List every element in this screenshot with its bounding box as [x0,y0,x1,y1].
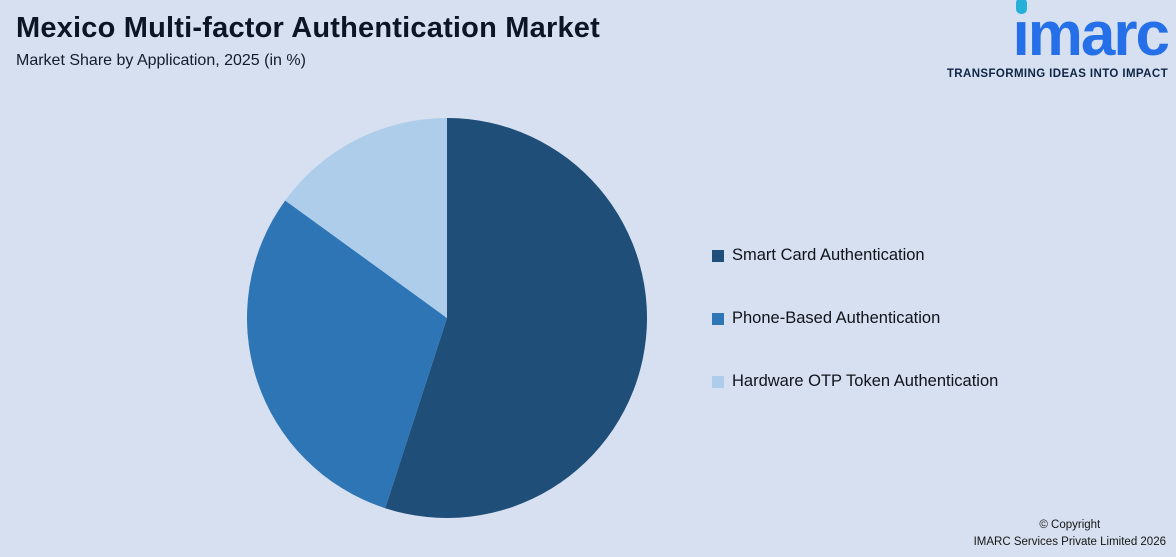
legend-label: Phone-Based Authentication [732,309,941,327]
legend-item: Phone-Based Authentication [712,309,998,328]
copyright-line2: IMARC Services Private Limited 2026 [973,535,1166,548]
imarc-logo-tagline: TRANSFORMING IDEAS INTO IMPACT [946,67,1168,80]
legend: Smart Card Authentication Phone-Based Aut… [712,246,998,391]
copyright-line1: © Copyright [1039,518,1101,531]
header: Mexico Multi-factor Authentication Marke… [16,12,600,70]
legend-swatch [712,375,724,388]
pie-slice [285,118,447,318]
copyright: © Copyright IMARC Services Private Limit… [974,517,1166,552]
pie-chart-container [247,118,647,518]
legend-label: Smart Card Authentication [732,246,925,264]
legend-swatch [712,312,724,325]
imarc-logo-text: ımarc [1012,0,1170,69]
imarc-logo-wordmark: ımarc [1013,0,1170,66]
page-subtitle: Market Share by Application, 2025 (in %) [16,52,306,70]
legend-label: Hardware OTP Token Authentication [732,372,999,390]
pie-slice [385,118,647,518]
legend-item: Hardware OTP Token Authentication [712,372,998,391]
legend-item: Smart Card Authentication [712,246,998,265]
legend-swatch [712,249,724,262]
pie-chart [247,118,647,518]
imarc-logo: ımarc TRANSFORMING IDEAS INTO IMPACT [946,0,1170,80]
page-title: Mexico Multi-factor Authentication Marke… [16,12,600,44]
imarc-logo-dot-icon [1015,0,1027,14]
pie-slice [247,200,447,509]
